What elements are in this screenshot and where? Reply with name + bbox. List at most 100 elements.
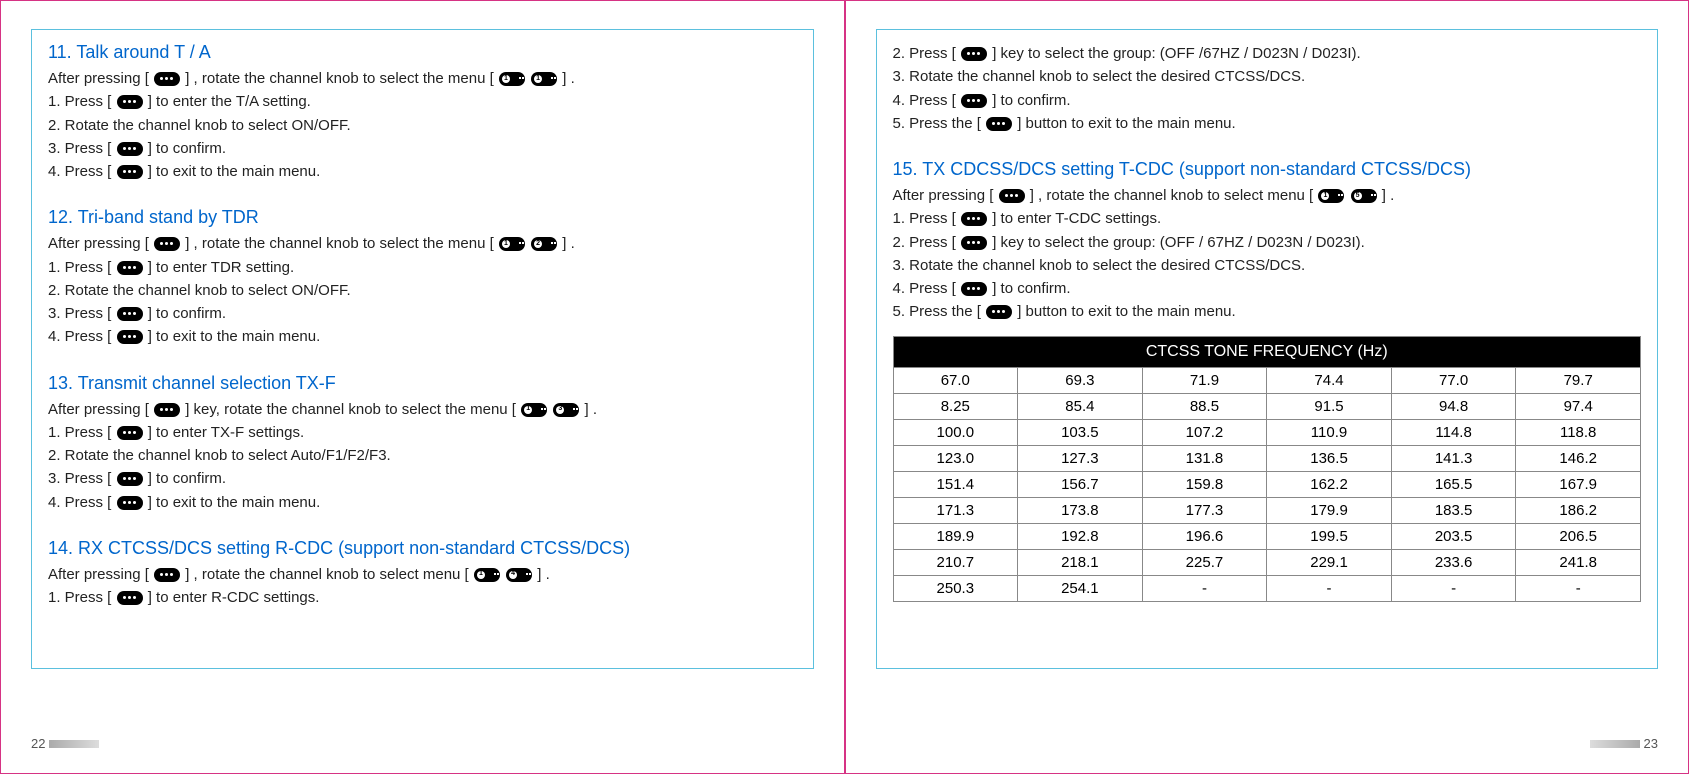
table-header: CTCSS TONE FREQUENCY (Hz) — [893, 336, 1641, 367]
table-cell: 167.9 — [1516, 471, 1641, 497]
instruction-line: After pressing [ ] , rotate the channel … — [48, 563, 797, 586]
table-cell: 203.5 — [1391, 523, 1516, 549]
instruction-line: After pressing [ ] , rotate the channel … — [48, 67, 797, 90]
number-key-icon: 2 — [531, 237, 557, 251]
section-title: 13. Transmit channel selection TX-F — [48, 373, 797, 394]
instruction-line: 1. Press [ ] to enter TX-F settings. — [48, 421, 797, 444]
menu-key-icon — [117, 95, 143, 109]
section-title: 11. Talk around T / A — [48, 42, 797, 63]
table-row: 189.9192.8196.6199.5203.5206.5 — [893, 523, 1641, 549]
table-cell: 146.2 — [1516, 445, 1641, 471]
menu-key-icon — [117, 330, 143, 344]
instruction-line: 4. Press [ ] to exit to the main menu. — [48, 160, 797, 183]
instruction-line: After pressing [ ] , rotate the channel … — [48, 232, 797, 255]
table-cell: 100.0 — [893, 419, 1018, 445]
footer-bar-left — [49, 740, 99, 748]
table-cell: 136.5 — [1267, 445, 1392, 471]
content-right: 2. Press [ ] key to select the group: (O… — [876, 29, 1659, 669]
instruction-line: 2. Rotate the channel knob to select ON/… — [48, 279, 797, 302]
menu-key-icon — [117, 591, 143, 605]
number-key-icon: 5 — [1351, 189, 1377, 203]
table-cell: 88.5 — [1142, 393, 1267, 419]
page-right: 2. Press [ ] key to select the group: (O… — [845, 0, 1689, 774]
instruction-line: 2. Press [ ] key to select the group: (O… — [893, 42, 1642, 65]
table-cell: 162.2 — [1267, 471, 1392, 497]
menu-key-icon — [117, 472, 143, 486]
table-cell: 173.8 — [1018, 497, 1143, 523]
table-cell: 91.5 — [1267, 393, 1392, 419]
instruction-line: 2. Rotate the channel knob to select ON/… — [48, 114, 797, 137]
instruction-line: 3. Rotate the channel knob to select the… — [893, 254, 1642, 277]
table-cell: 71.9 — [1142, 367, 1267, 393]
number-key-icon: 1 — [521, 403, 547, 417]
table-cell: 127.3 — [1018, 445, 1143, 471]
page-left: 11. Talk around T / A After pressing [ ] … — [0, 0, 845, 774]
table-cell: 8.25 — [893, 393, 1018, 419]
table-cell: 189.9 — [893, 523, 1018, 549]
table-cell: - — [1516, 575, 1641, 601]
table-cell: 123.0 — [893, 445, 1018, 471]
table-cell: 77.0 — [1391, 367, 1516, 393]
table-cell: 67.0 — [893, 367, 1018, 393]
menu-key-icon — [986, 305, 1012, 319]
instruction-line: 4. Press [ ] to confirm. — [893, 89, 1642, 112]
instruction-line: 1. Press [ ] to enter R-CDC settings. — [48, 586, 797, 609]
instruction-line: 3. Press [ ] to confirm. — [48, 467, 797, 490]
table-cell: 206.5 — [1516, 523, 1641, 549]
instruction-line: 3. Press [ ] to confirm. — [48, 302, 797, 325]
instruction-line: After pressing [ ] , rotate the channel … — [893, 184, 1642, 207]
table-cell: 250.3 — [893, 575, 1018, 601]
table-cell: 210.7 — [893, 549, 1018, 575]
table-row: 123.0127.3131.8136.5141.3146.2 — [893, 445, 1641, 471]
table-row: 171.3173.8177.3179.9183.5186.2 — [893, 497, 1641, 523]
table-cell: 196.6 — [1142, 523, 1267, 549]
table-cell: 74.4 — [1267, 367, 1392, 393]
table-row: 100.0103.5107.2110.9114.8118.8 — [893, 419, 1641, 445]
table-cell: 141.3 — [1391, 445, 1516, 471]
menu-key-icon — [154, 72, 180, 86]
instruction-line: 2. Press [ ] key to select the group: (O… — [893, 231, 1642, 254]
table-cell: 192.8 — [1018, 523, 1143, 549]
table-cell: 183.5 — [1391, 497, 1516, 523]
table-cell: - — [1142, 575, 1267, 601]
table-row: 8.2585.488.591.594.897.4 — [893, 393, 1641, 419]
footer-bar-right — [1590, 740, 1640, 748]
footer-right: 23 — [1586, 736, 1658, 751]
menu-key-icon — [999, 189, 1025, 203]
number-key-icon: 1 — [1318, 189, 1344, 203]
table-cell: 151.4 — [893, 471, 1018, 497]
instruction-line: 4. Press [ ] to exit to the main menu. — [48, 325, 797, 348]
table-cell: 85.4 — [1018, 393, 1143, 419]
instruction-line: 5. Press the [ ] button to exit to the m… — [893, 300, 1642, 323]
table-cell: 229.1 — [1267, 549, 1392, 575]
table-row: 250.3254.1---- — [893, 575, 1641, 601]
table-cell: 69.3 — [1018, 367, 1143, 393]
menu-key-icon — [117, 496, 143, 510]
instruction-line: 3. Press [ ] to confirm. — [48, 137, 797, 160]
table-cell: 254.1 — [1018, 575, 1143, 601]
menu-key-icon — [117, 307, 143, 321]
menu-key-icon — [154, 237, 180, 251]
table-cell: 156.7 — [1018, 471, 1143, 497]
menu-key-icon — [154, 403, 180, 417]
table-cell: 171.3 — [893, 497, 1018, 523]
menu-key-icon — [117, 261, 143, 275]
table-row: 67.069.371.974.477.079.7 — [893, 367, 1641, 393]
instruction-line: 4. Press [ ] to confirm. — [893, 277, 1642, 300]
number-key-icon: 4 — [506, 568, 532, 582]
number-key-icon: 1 — [499, 72, 525, 86]
table-cell: 79.7 — [1516, 367, 1641, 393]
menu-key-icon — [961, 282, 987, 296]
menu-key-icon — [961, 236, 987, 250]
table-cell: 103.5 — [1018, 419, 1143, 445]
menu-key-icon — [961, 47, 987, 61]
table-cell: 179.9 — [1267, 497, 1392, 523]
instruction-line: 2. Rotate the channel knob to select Aut… — [48, 444, 797, 467]
table-cell: - — [1391, 575, 1516, 601]
menu-key-icon — [986, 117, 1012, 131]
table-cell: 186.2 — [1516, 497, 1641, 523]
table-row: 151.4156.7159.8162.2165.5167.9 — [893, 471, 1641, 497]
instruction-line: After pressing [ ] key, rotate the chann… — [48, 398, 797, 421]
table-cell: 199.5 — [1267, 523, 1392, 549]
footer-left: 22 — [31, 736, 103, 751]
